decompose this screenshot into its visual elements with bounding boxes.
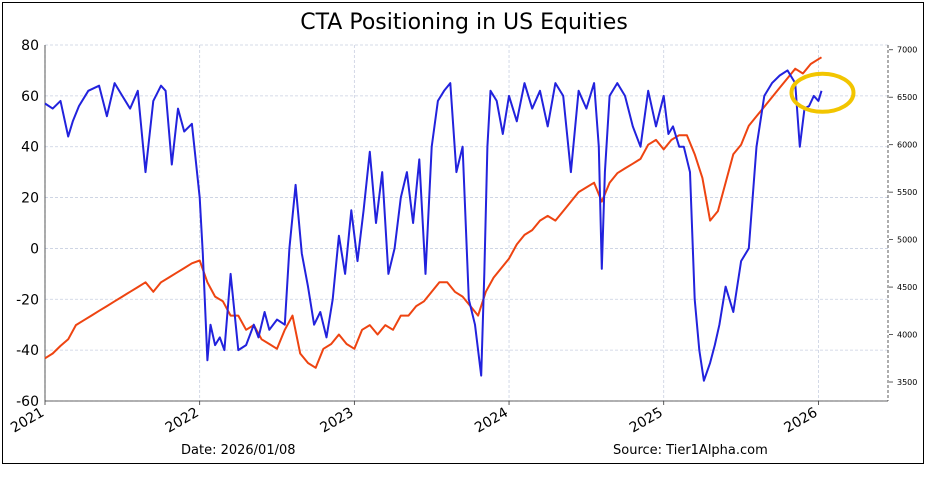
y-tick-label-right: 6500 <box>897 93 917 102</box>
chart-title: CTA Positioning in US Equities <box>300 10 628 35</box>
y-tick-label-left: 60 <box>21 89 39 105</box>
grid-lines <box>44 44 888 402</box>
y-tick-label-right: 3500 <box>897 378 917 387</box>
y-tick-label-right: 6000 <box>897 141 917 150</box>
date-label: Date: 2026/01/08 <box>181 443 296 458</box>
x-tick-label: 2024 <box>472 405 511 437</box>
x-tick-label: 2026 <box>782 405 821 437</box>
y-tick-label-right: 4500 <box>897 283 917 292</box>
series-line-index <box>44 56 823 369</box>
cta-positioning-chart: CTA Positioning in US Equities -60 -40 -20… <box>8 10 917 458</box>
y-tick-label-left: -60 <box>16 394 39 410</box>
y-tick-label-left: 20 <box>21 191 39 207</box>
y-tick-label-right: 5000 <box>897 236 917 245</box>
y-tick-label-left: -40 <box>16 343 39 359</box>
y-tick-label-right: 7000 <box>897 46 917 55</box>
x-tick-label: 2022 <box>163 405 202 437</box>
source-label: Source: Tier1Alpha.com <box>613 443 768 458</box>
axes: -60 -40 -20 0 20 40 60 80 3500 4000 4500 5000 5500 60… <box>8 38 917 436</box>
series-lines <box>44 56 823 382</box>
highlight-ellipse <box>789 71 856 114</box>
y-tick-label-left: 80 <box>21 38 39 54</box>
chart-frame: CTA Positioning in US Equities -60 -40 -20… <box>2 2 924 464</box>
series-line-cta-positioning <box>44 69 823 382</box>
y-tick-label-left: -20 <box>16 292 39 308</box>
x-tick-label: 2025 <box>627 405 666 437</box>
x-tick-label: 2023 <box>317 405 356 437</box>
y-tick-label-left: 0 <box>30 241 39 257</box>
y-tick-label-right: 4000 <box>897 331 917 340</box>
y-tick-label-left: 40 <box>21 140 39 156</box>
y-tick-label-right: 5500 <box>897 188 917 197</box>
annotations <box>789 71 856 114</box>
